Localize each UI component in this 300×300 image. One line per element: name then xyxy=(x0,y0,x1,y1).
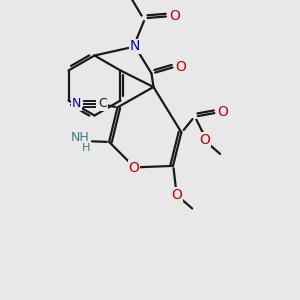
Text: H: H xyxy=(82,143,90,153)
Text: O: O xyxy=(172,188,183,202)
Text: O: O xyxy=(200,133,211,147)
Text: C: C xyxy=(98,97,107,110)
Text: O: O xyxy=(169,10,180,23)
Text: O: O xyxy=(128,161,140,175)
Text: N: N xyxy=(130,40,140,53)
Text: N: N xyxy=(72,97,81,110)
Text: NH: NH xyxy=(71,131,90,144)
Text: O: O xyxy=(217,106,228,119)
Text: O: O xyxy=(176,60,186,74)
